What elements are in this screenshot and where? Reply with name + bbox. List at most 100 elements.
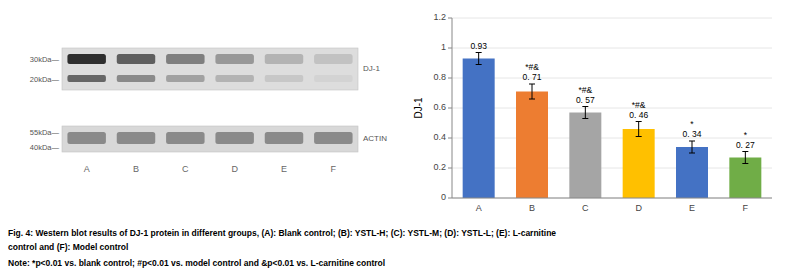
error-bar-cap [742,151,748,152]
y-tick-label: 1.2 [433,12,446,22]
lane-label: F [331,164,337,174]
lane-label: C [182,164,189,174]
y-tick-label: 0.2 [433,162,446,172]
data-label: *0. 27 [736,130,755,150]
y-tick [448,198,452,199]
y-tick [448,48,452,49]
lane-label: D [231,164,238,174]
x-tick-label: F [743,203,749,213]
actin-band [67,132,105,144]
dj1-band-lower [265,75,303,82]
y-axis [452,18,453,198]
lane-label: A [84,164,90,174]
error-bar [529,84,535,99]
bar [516,92,548,199]
y-tick-label: 0.6 [433,102,446,112]
kda-label: 55kDa— [30,128,60,137]
data-label-line: *#& [525,62,539,72]
x-axis [452,198,772,199]
x-tick-label: B [529,203,535,213]
blot-background [62,126,358,152]
caption-line: Note: *p<0.01 vs. blank control; #p<0.01… [8,258,385,268]
grid-line [452,198,772,199]
dj1-band-lower [166,75,204,82]
error-bar-cap [689,141,695,142]
x-tick-label: C [582,203,589,213]
bar [463,59,495,199]
dj1-band [314,54,352,64]
grid-line [452,138,772,139]
error-bar-cap [689,153,695,154]
error-bar-stem [478,53,479,65]
error-bar-cap [529,84,535,85]
band-label: DJ-1 [363,64,380,73]
dj1-band [265,54,303,64]
lane-label: E [281,164,287,174]
kda-label: 30kDa— [30,55,60,64]
data-label: *#&0. 71 [523,62,542,82]
error-bar-stem [585,107,586,119]
error-bar [742,152,748,164]
error-bar-cap [476,64,482,65]
y-tick [448,18,452,19]
error-bar-stem [745,152,746,164]
caption: Fig. 4: Western blot results of DJ-1 pro… [8,228,556,268]
y-tick-label: 0.4 [433,132,446,142]
kda-label: 20kDa— [30,75,60,84]
grid-line [452,108,772,109]
data-label: 0.93 [470,41,487,51]
error-bar-cap [582,106,588,107]
data-label-line: 0.93 [470,41,487,51]
grid-line [452,168,772,169]
y-tick [448,78,452,79]
bar [676,147,708,198]
dj1-band [67,54,105,64]
data-label-line: *#& [632,100,646,110]
error-bar-stem [638,122,639,137]
bar [729,158,761,199]
dj1-band-lower [215,75,253,82]
actin-band [166,132,204,144]
error-bar-cap [529,99,535,100]
data-label: *#&0. 57 [576,85,595,105]
caption-line: control and (F): Model control [8,242,128,252]
y-tick [448,138,452,139]
lane-label: B [133,164,139,174]
error-bar-cap [636,136,642,137]
data-label-line: 0. 34 [683,129,702,139]
data-label-line: 0. 71 [523,72,542,82]
error-bar-cap [582,118,588,119]
y-tick-label: 1 [441,42,446,52]
data-label-line: 0. 57 [576,95,595,105]
y-axis-label: DJ-1 [413,97,424,119]
data-label: *0. 34 [683,119,702,139]
caption-line: Fig. 4: Western blot results of DJ-1 pro… [8,228,556,238]
data-label-line: * [690,119,694,129]
y-tick-label: 0 [441,192,446,202]
error-bar [636,122,642,137]
bar [623,129,655,198]
data-label-line: 0. 46 [629,110,648,120]
data-label-line: * [744,130,748,140]
data-label: *#&0. 46 [629,100,648,120]
error-bar-stem [692,141,693,153]
error-bar [582,107,588,119]
error-bar-cap [742,163,748,164]
y-tick [448,168,452,169]
bar-chart: 00.20.40.60.811.2ABCDEFDJ-10.93*#&0. 71*… [413,12,772,213]
grid-line [452,48,772,49]
data-label-line: *#& [578,85,592,95]
error-bar-cap [636,121,642,122]
x-tick-label: E [689,203,695,213]
grid-line [452,78,772,79]
dj1-band [117,54,155,64]
grid-line [452,18,772,19]
dj1-band [215,54,253,64]
dj1-band-lower [314,75,352,82]
blot-panel: ABCDEF30kDa—20kDa—55kDa—40kDa—DJ-1ACTIN [30,48,387,174]
error-bar [476,53,482,65]
y-tick [448,108,452,109]
dj1-band [166,54,204,64]
actin-band [215,132,253,144]
y-tick-label: 0.8 [433,72,446,82]
